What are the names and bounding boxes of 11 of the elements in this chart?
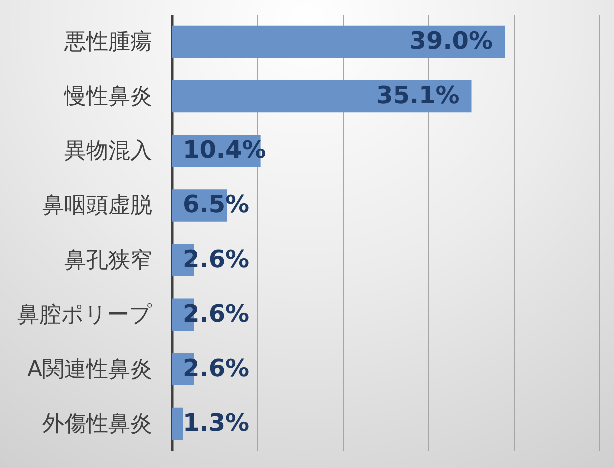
y-tick-label: 外傷性鼻炎 [42,412,152,437]
data-label: 35.1% [376,82,460,110]
y-tick-label: A関連性鼻炎 [27,357,152,382]
y-tick-label: 鼻腔ポリープ [18,302,152,328]
y-tick-label: 鼻咽頭虚脱 [42,194,152,219]
y-tick-label: 鼻孔狭窄 [64,248,152,274]
data-label: 39.0% [410,27,494,56]
y-tick-label: 慢性鼻炎 [64,84,152,110]
y-tick-label: 悪性腫瘍 [64,30,152,56]
y-tick-label: 異物混入 [64,139,152,164]
data-label: 1.3% [183,408,250,437]
